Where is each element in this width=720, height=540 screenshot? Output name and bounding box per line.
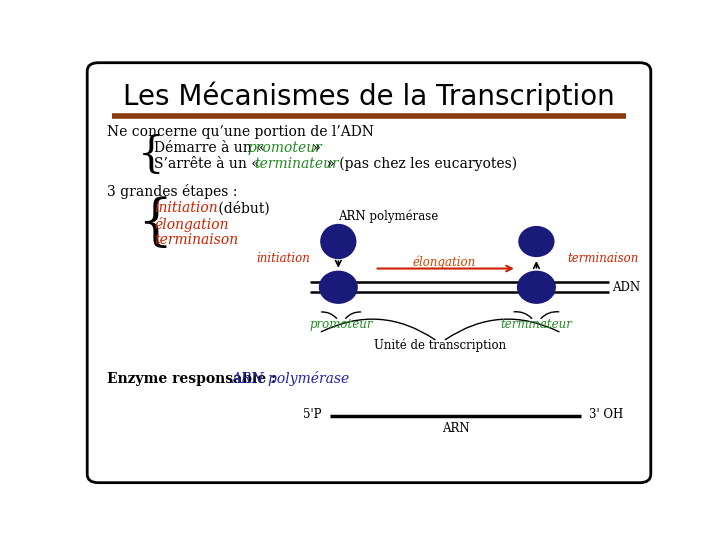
Text: 5'P: 5'P (303, 408, 322, 421)
Ellipse shape (517, 271, 556, 304)
Text: promoteur: promoteur (310, 318, 373, 331)
Text: Les Mécanismes de la Transcription: Les Mécanismes de la Transcription (123, 81, 615, 111)
Text: {: { (138, 197, 173, 252)
Ellipse shape (319, 271, 358, 304)
Text: terminateur: terminateur (500, 318, 572, 331)
Text: terminateur: terminateur (255, 157, 339, 171)
Text: Enzyme responsable :: Enzyme responsable : (107, 372, 281, 386)
Text: ARN polymérase: ARN polymérase (230, 371, 349, 386)
Text: ADN: ADN (612, 281, 640, 294)
Text: promoteur: promoteur (248, 141, 322, 155)
Text: initiation: initiation (256, 252, 310, 265)
Text: {: { (138, 134, 164, 177)
Text: »: » (307, 141, 320, 155)
Text: terminaison: terminaison (154, 233, 238, 247)
Ellipse shape (320, 224, 356, 259)
Text: Ne concerne qu’une portion de l’ADN: Ne concerne qu’une portion de l’ADN (107, 125, 374, 139)
Text: Démarre à un «: Démarre à un « (154, 141, 269, 155)
FancyBboxPatch shape (87, 63, 651, 483)
Ellipse shape (518, 226, 554, 257)
Text: 3 grandes étapes :: 3 grandes étapes : (107, 184, 237, 199)
Text: ARN: ARN (441, 422, 469, 435)
Text: (début): (début) (214, 201, 269, 215)
Text: S’arrête à un «: S’arrête à un « (154, 157, 264, 171)
Text: Unité de transcription: Unité de transcription (374, 339, 506, 352)
Text: 3' OH: 3' OH (590, 408, 624, 421)
Text: initiation: initiation (154, 201, 217, 215)
Text: élongation: élongation (154, 217, 229, 232)
Text: élongation: élongation (413, 255, 476, 269)
Text: » (pas chez les eucaryotes): » (pas chez les eucaryotes) (322, 157, 517, 171)
Text: terminaison: terminaison (567, 252, 639, 265)
Text: ARN polymérase: ARN polymérase (338, 210, 438, 224)
